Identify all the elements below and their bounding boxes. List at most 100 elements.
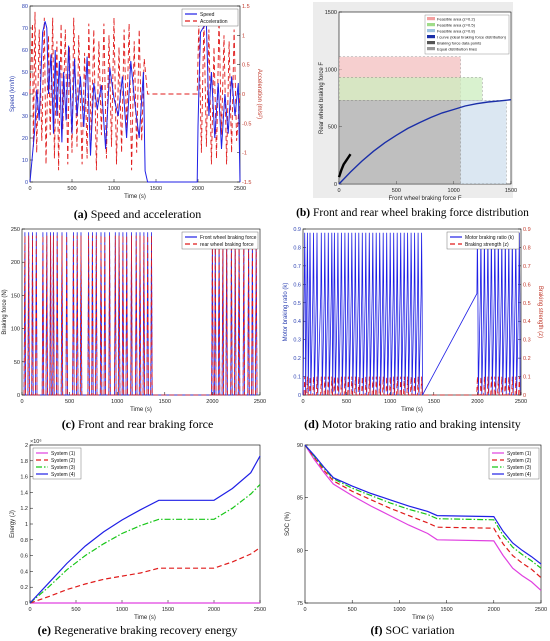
y-tick-label: 80: [297, 548, 303, 554]
legend-entry: Acceleration: [200, 19, 228, 25]
legend-entry: System (2): [51, 458, 76, 464]
x-tick-label: 0: [301, 399, 304, 405]
y-tick-label: 0.2: [293, 356, 301, 362]
x-axis-label: Time (s): [124, 194, 146, 200]
y-axis-label: Rear wheel braking force F: [319, 62, 325, 134]
y-tick-label: 40: [22, 92, 28, 98]
x-tick-label: 0: [20, 399, 23, 405]
y-axis-label: Motor braking ratio (k): [283, 283, 289, 342]
x-axis-label: Time (s): [134, 615, 156, 621]
i-curve-line: [338, 99, 512, 185]
y-tick-label: 1000: [325, 67, 337, 73]
y-tick-label: 0.1: [293, 375, 301, 381]
x-axis-label: Time (s): [412, 615, 434, 621]
x-tick-label: 2500: [515, 399, 527, 405]
caption-a: (a) Speed and acceleration: [73, 207, 202, 221]
feasible-area: [338, 77, 483, 101]
y-tick-label: 70: [22, 26, 28, 32]
y2-tick-label: 0.8: [523, 245, 531, 251]
x-tick-label: 0: [28, 607, 31, 613]
y2-tick-label: 0.9: [523, 227, 531, 233]
legend-entry: Speed: [200, 12, 215, 18]
x-tick-label: 0: [28, 186, 31, 192]
caption-b: (b) Front and rear wheel braking force d…: [296, 207, 529, 219]
soc-line-system-3: [304, 444, 542, 569]
y2-tick-label: 1: [242, 33, 245, 39]
panel-front-rear-braking-force: 0 500 1000 1500 2000 2500 0 50 100 150 200 250 Time …: [0, 225, 275, 435]
legend-entry: Motor braking ratio (k): [465, 235, 514, 241]
y2-tick-label: 0.5: [523, 301, 531, 307]
y-axis-exponent: ×10⁶: [30, 438, 42, 445]
y-tick-label: 100: [11, 327, 20, 333]
y-tick-label: 500: [328, 125, 337, 131]
y-tick-label: 30: [22, 114, 28, 120]
x-axis-label: Time (s): [130, 407, 152, 413]
y-tick-label: 1500: [325, 10, 337, 16]
x-tick-label: 2500: [234, 186, 246, 192]
y-tick-label: 20: [22, 136, 28, 142]
x-tick-label: 1500: [505, 188, 517, 194]
x-tick-label: 1000: [448, 188, 460, 194]
y-tick-label: 0.4: [293, 319, 301, 325]
legend-entry: Feasible area (z=0.5): [437, 22, 476, 27]
x-tick-label: 2000: [488, 607, 500, 613]
legend-box: [181, 231, 259, 250]
legend-entry: Equal distribution lines: [437, 46, 477, 51]
chart-motor-braking-ratio: 0 500 1000 1500 2000 250000.10.20.30.40.50.60…: [283, 227, 543, 413]
y-tick-label: 1.8: [20, 459, 28, 465]
legend-swatch: [427, 47, 435, 51]
y-tick-label: 1.4: [20, 490, 28, 496]
panel-braking-force-distribution: 0 500 1000 1500 0 500 1000 1500 Front wheel brak…: [275, 0, 550, 225]
x-tick-label: 500: [71, 607, 80, 613]
y-axis-label: Speed (km/h): [10, 76, 16, 112]
x-tick-label: 500: [65, 399, 74, 405]
y2-tick-label: 0.1: [523, 375, 531, 381]
chart-regenerative-energy: 0 500 1000 1500 2000 2500 0 0.2 0.4 0.6 0.8 1 1.2 1.4…: [10, 438, 266, 621]
feasible-area: [460, 100, 507, 185]
energy-line-system-4: [29, 455, 261, 604]
y-tick-label: 0: [25, 180, 28, 186]
y-tick-label: 90: [297, 443, 303, 449]
y-tick-label: 0.7: [293, 264, 301, 270]
y2-tick-label: 0.7: [523, 264, 531, 270]
x-tick-label: 1500: [150, 186, 162, 192]
y2-tick-label: 0.2: [523, 356, 531, 362]
x-tick-label: 500: [348, 607, 357, 613]
x-tick-label: 1500: [159, 399, 171, 405]
legend-swatch: [427, 17, 435, 21]
x-axis-label: Time (s): [401, 407, 423, 413]
legend-entry: System (1): [507, 451, 532, 457]
x-tick-label: 500: [67, 186, 76, 192]
y-tick-label: 0.9: [293, 227, 301, 233]
x-tick-label: 1000: [384, 399, 396, 405]
legend-entry: Front wheel braking force: [200, 235, 257, 241]
legend-entry: System (4): [507, 472, 532, 478]
x-tick-label: 0: [303, 607, 306, 613]
y-tick-label: 0: [17, 393, 20, 399]
y-tick-label: 1.6: [20, 475, 28, 481]
y2-tick-label: -1.5: [242, 180, 251, 186]
x-tick-label: 2500: [254, 399, 266, 405]
x-tick-label: 1500: [440, 607, 452, 613]
legend-swatch: [427, 23, 435, 27]
legend-box: [424, 14, 510, 55]
x-tick-label: 0: [337, 188, 340, 194]
y2-tick-label: 1.5: [242, 4, 250, 10]
x-tick-label: 1000: [116, 607, 128, 613]
y-axis-label: SOC (%): [285, 512, 291, 536]
legend-swatch: [427, 35, 435, 39]
caption-f: (f) SOC variation: [370, 623, 455, 637]
legend-entry: System (4): [51, 472, 76, 478]
y-tick-label: 1: [25, 522, 28, 528]
chart-soc-variation: 0 500 1000 1500 2000 2500 75 80 85 90 Time (s) SOC …: [285, 443, 547, 621]
legend-swatch: [427, 29, 435, 33]
legend-swatch: [427, 41, 435, 45]
y2-tick-label: 0.3: [523, 338, 531, 344]
y-tick-label: 2: [25, 443, 28, 449]
soc-line-system-4: [304, 444, 542, 565]
x-tick-label: 2000: [208, 607, 220, 613]
x-tick-label: 500: [342, 399, 351, 405]
y-tick-label: 50: [22, 70, 28, 76]
y2-tick-label: 0.4: [523, 319, 531, 325]
legend-entry: I curve (ideal braking force distributio…: [437, 34, 507, 39]
